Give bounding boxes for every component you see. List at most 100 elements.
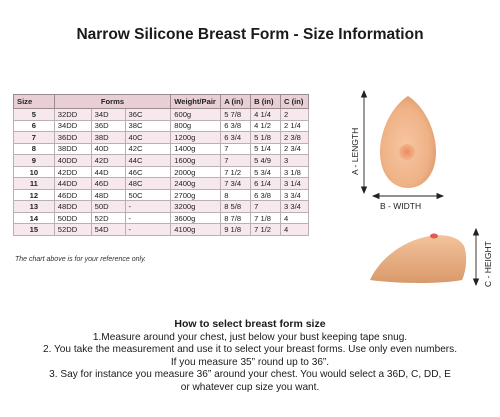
height-arrow (472, 227, 480, 287)
table-cell-b: 7 1/2 (250, 223, 282, 236)
table-cell-f2: 40D (90, 142, 126, 156)
table-cell-weight: 3600g (170, 211, 222, 225)
table-cell-b: 7 (250, 200, 282, 213)
table-cell-f1: 46DD (53, 188, 92, 202)
table-row: 12 46DD 48D 50C 2700g 8 6 3/8 3 3/4 (13, 188, 309, 202)
table-row: 13 48DD 50D -3200g 8 5/8 7 3 3/4 (13, 200, 309, 213)
table-cell-weight: 1400g (170, 142, 222, 156)
table-cell-f1: 52DD (53, 223, 92, 236)
table-cell-a: 6 3/4 (220, 131, 252, 144)
table-cell-c: 3 3/4 (280, 188, 309, 202)
table-cell-c: 4 (280, 211, 309, 225)
table-cell-f3: 38C (124, 119, 172, 133)
table-cell-f1: 34DD (53, 119, 92, 133)
table-cell-f2: 48D (90, 188, 126, 202)
table-cell-b: 4 1/4 (250, 108, 282, 121)
table-cell-f2: 38D (90, 131, 126, 144)
table-cell-weight: 600g (170, 108, 222, 121)
table-cell-size: 15 (13, 223, 55, 236)
table-cell-c: 4 (280, 223, 309, 236)
table-cell-a: 8 7/8 (220, 211, 252, 225)
page-title: Narrow Silicone Breast Form - Size Infor… (76, 26, 424, 43)
table-cell-b: 6 3/8 (250, 188, 282, 202)
table-cell-weight: 1600g (170, 154, 222, 167)
table-cell-a: 7 (220, 154, 252, 167)
table-cell-size: 12 (13, 188, 55, 202)
table-cell-size: 5 (13, 108, 55, 121)
table-cell-a: 7 1/2 (220, 165, 252, 179)
length-label: A - LENGTH (350, 128, 360, 175)
table-cell-f1: 48DD (53, 200, 92, 213)
table-cell-f3: 44C (124, 154, 172, 167)
table-cell-f2: 34D (90, 108, 126, 121)
table-cell-c: 2 3/4 (280, 142, 309, 156)
table-cell-f1: 40DD (53, 154, 92, 167)
table-cell-f3: 40C (124, 131, 172, 144)
header-weight: Weight/Pair (170, 94, 222, 109)
table-row: 11 44DD 46D 48C 2400g 7 3/4 6 1/4 3 1/4 (13, 177, 309, 190)
table-cell-f3: - (124, 223, 172, 236)
table-cell-f1: 38DD (53, 142, 92, 156)
table-row: 9 40DD 42D 44C 1600g 7 5 4/9 3 (13, 154, 309, 167)
size-table: Size Forms Weight/Pair A (in) B (in) C (… (13, 94, 309, 236)
table-cell-a: 6 3/8 (220, 119, 252, 133)
howto-line: or whatever cup size you want. (180, 381, 320, 393)
table-cell-c: 3 1/8 (280, 165, 309, 179)
table-cell-b: 5 4/9 (250, 154, 282, 167)
table-cell-a: 8 5/8 (220, 200, 252, 213)
header-size: Size (13, 94, 55, 109)
table-cell-c: 2 3/8 (280, 131, 309, 144)
table-cell-c: 2 (280, 108, 309, 121)
table-cell-b: 5 1/8 (250, 131, 282, 144)
table-row: 7 36DD 38D 40C 1200g 6 3/4 5 1/8 2 3/8 (13, 131, 309, 144)
table-cell-f2: 46D (90, 177, 126, 190)
table-cell-b: 6 1/4 (250, 177, 282, 190)
side-view-shape (370, 235, 467, 283)
nipple-side (430, 233, 438, 239)
table-cell-size: 10 (13, 165, 55, 179)
table-cell-size: 7 (13, 131, 55, 144)
table-cell-f1: 32DD (53, 108, 92, 121)
table-cell-f3: 36C (124, 108, 172, 121)
table-cell-weight: 2000g (170, 165, 222, 179)
table-cell-size: 6 (13, 119, 55, 133)
table-cell-weight: 800g (170, 119, 222, 133)
breast-form-diagram: A - LENGTH B - WIDTH C - HEIGHT (350, 90, 493, 287)
table-cell-size: 14 (13, 211, 55, 225)
table-cell-f2: 54D (90, 223, 126, 236)
table-cell-c: 3 1/4 (280, 177, 309, 190)
width-arrow (371, 192, 445, 200)
table-cell-a: 9 1/8 (220, 223, 252, 236)
table-cell-weight: 1200g (170, 131, 222, 144)
table-cell-c: 2 1/4 (280, 119, 309, 133)
table-cell-size: 13 (13, 200, 55, 213)
table-cell-f3: 42C (124, 142, 172, 156)
table-cell-a: 7 3/4 (220, 177, 252, 190)
table-cell-size: 11 (13, 177, 55, 190)
table-cell-c: 3 3/4 (280, 200, 309, 213)
table-row: 15 52DD 54D -4100g 9 1/8 7 1/2 4 (13, 223, 309, 236)
howto-line: 2. You take the measurement and use it t… (42, 344, 458, 356)
howto-instructions: 1.Measure around your chest, just below … (10, 332, 490, 394)
table-cell-f3: 46C (124, 165, 172, 179)
table-cell-b: 7 1/8 (250, 211, 282, 225)
table-cell-weight: 2400g (170, 177, 222, 190)
width-label: B - WIDTH (380, 201, 421, 211)
howto-line: 3. Say for instance you measure 36” arou… (49, 369, 451, 381)
table-cell-weight: 2700g (170, 188, 222, 202)
header-forms: Forms (53, 94, 172, 109)
table-cell-f3: 48C (124, 177, 172, 190)
table-cell-f1: 42DD (53, 165, 92, 179)
table-cell-a: 5 7/8 (220, 108, 252, 121)
table-row: 5 32DD 34D 36C 600g 5 7/8 4 1/4 2 (13, 108, 309, 121)
table-cell-b: 4 1/2 (250, 119, 282, 133)
table-cell-f2: 36D (90, 119, 126, 133)
nipple-front (399, 144, 415, 160)
front-view-shape (380, 96, 436, 188)
length-arrow (360, 90, 368, 195)
table-cell-a: 8 (220, 188, 252, 202)
reference-note: The chart above is for your reference on… (15, 256, 146, 263)
header-c: C (in) (280, 94, 309, 109)
table-cell-f2: 52D (90, 211, 126, 225)
table-cell-f2: 44D (90, 165, 126, 179)
